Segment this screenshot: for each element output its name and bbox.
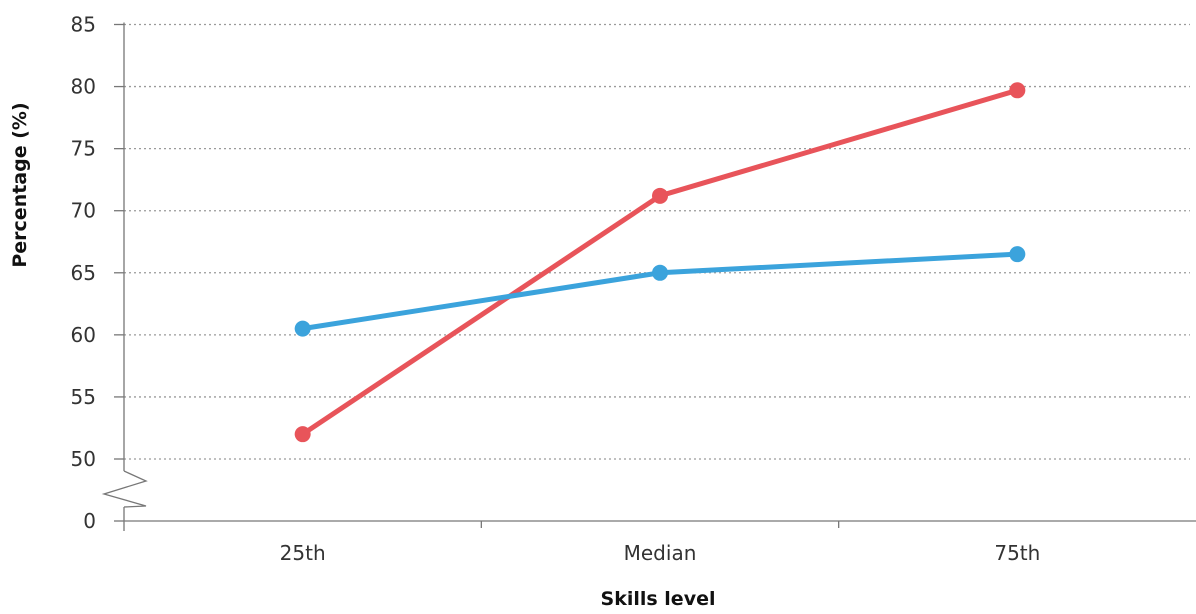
y-axis-break-icon xyxy=(101,470,148,508)
x-axis-title: Skills level xyxy=(601,588,716,610)
data-point-series1-0 xyxy=(294,320,311,337)
y-tick-label: 65 xyxy=(71,261,96,285)
y-tick-label: 55 xyxy=(71,385,96,409)
series-lines xyxy=(300,87,1020,437)
y-tick-label: 85 xyxy=(71,13,96,37)
data-point-series0-2 xyxy=(1009,82,1026,99)
data-point-series0-0 xyxy=(294,426,311,443)
y-tick-label: 50 xyxy=(71,447,96,471)
x-tick-label: Median xyxy=(624,541,697,565)
axes: 0 50 55 60 65 70 75 80 85 25th Median 75th xyxy=(71,13,1196,565)
data-point-series1-2 xyxy=(1009,246,1026,263)
data-points xyxy=(294,82,1026,443)
y-tick-label: 70 xyxy=(71,199,96,223)
x-tick-label: 25th xyxy=(280,541,326,565)
data-point-series1-1 xyxy=(652,264,668,281)
data-point-series0-1 xyxy=(652,187,668,204)
y-axis-title: Percentage (%) xyxy=(9,102,31,267)
y-tick-label: 0 xyxy=(83,509,96,533)
y-tick-label: 75 xyxy=(71,137,96,161)
y-tick-label: 60 xyxy=(71,323,96,347)
x-tick-label: 75th xyxy=(994,541,1040,565)
gridlines xyxy=(124,23,1190,460)
y-tick-label: 80 xyxy=(71,75,96,99)
